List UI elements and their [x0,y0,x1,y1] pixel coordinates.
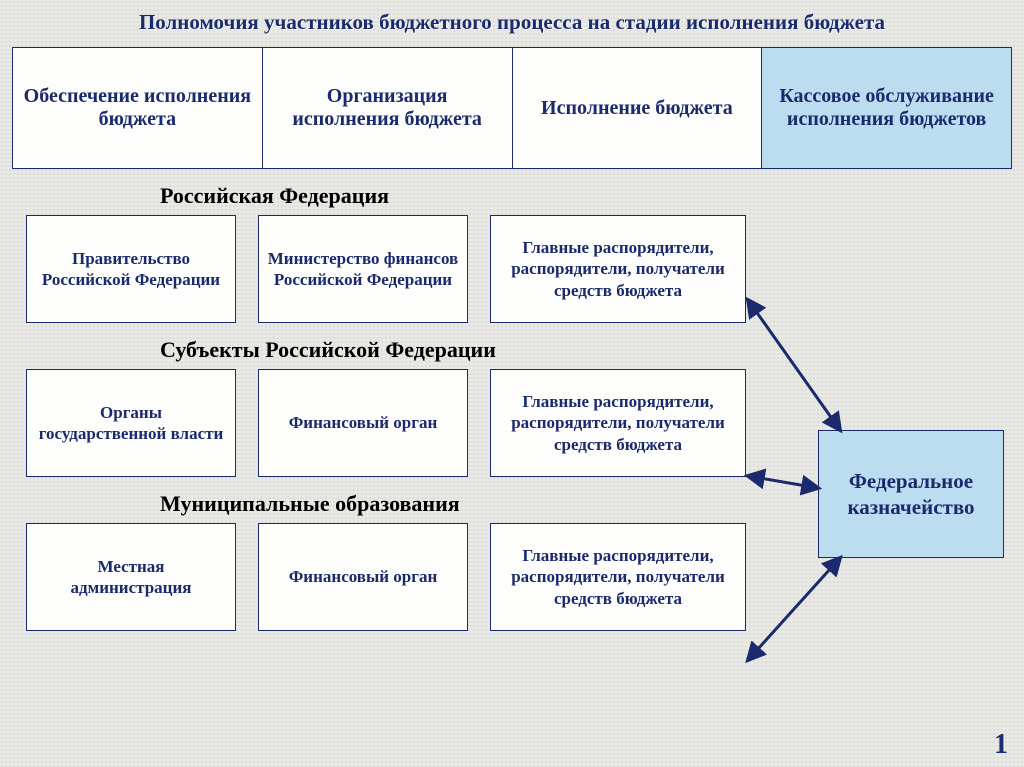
top-row: Обеспечение исполнения бюджета Организац… [12,47,1012,169]
box-2-0: Местная администрация [26,523,236,631]
box-0-2: Главные распорядители, распорядители, по… [490,215,746,323]
section-label-0: Российская Федерация [160,183,1024,209]
top-cell-3: Кассовое обслуживание исполнения бюджето… [762,48,1011,168]
box-0-1: Министерство финансов Российской Федерац… [258,215,468,323]
box-0-0: Правительство Российской Федерации [26,215,236,323]
page-title: Полномочия участников бюджетного процесс… [0,0,1024,35]
box-1-0: Органы государственной власти [26,369,236,477]
top-cell-0: Обеспечение исполнения бюджета [13,48,263,168]
page-number: 1 [994,729,1008,761]
box-2-2: Главные распорядители, распорядители, по… [490,523,746,631]
top-cell-1: Организация исполнения бюджета [263,48,513,168]
row-0: Правительство Российской Федерации Минис… [26,215,1024,323]
box-2-1: Финансовый орган [258,523,468,631]
top-cell-2: Исполнение бюджета [513,48,763,168]
box-1-1: Финансовый орган [258,369,468,477]
section-label-1: Субъекты Российской Федерации [160,337,1024,363]
box-1-2: Главные распорядители, распорядители, по… [490,369,746,477]
side-box-treasury: Федеральное казначейство [818,430,1004,558]
